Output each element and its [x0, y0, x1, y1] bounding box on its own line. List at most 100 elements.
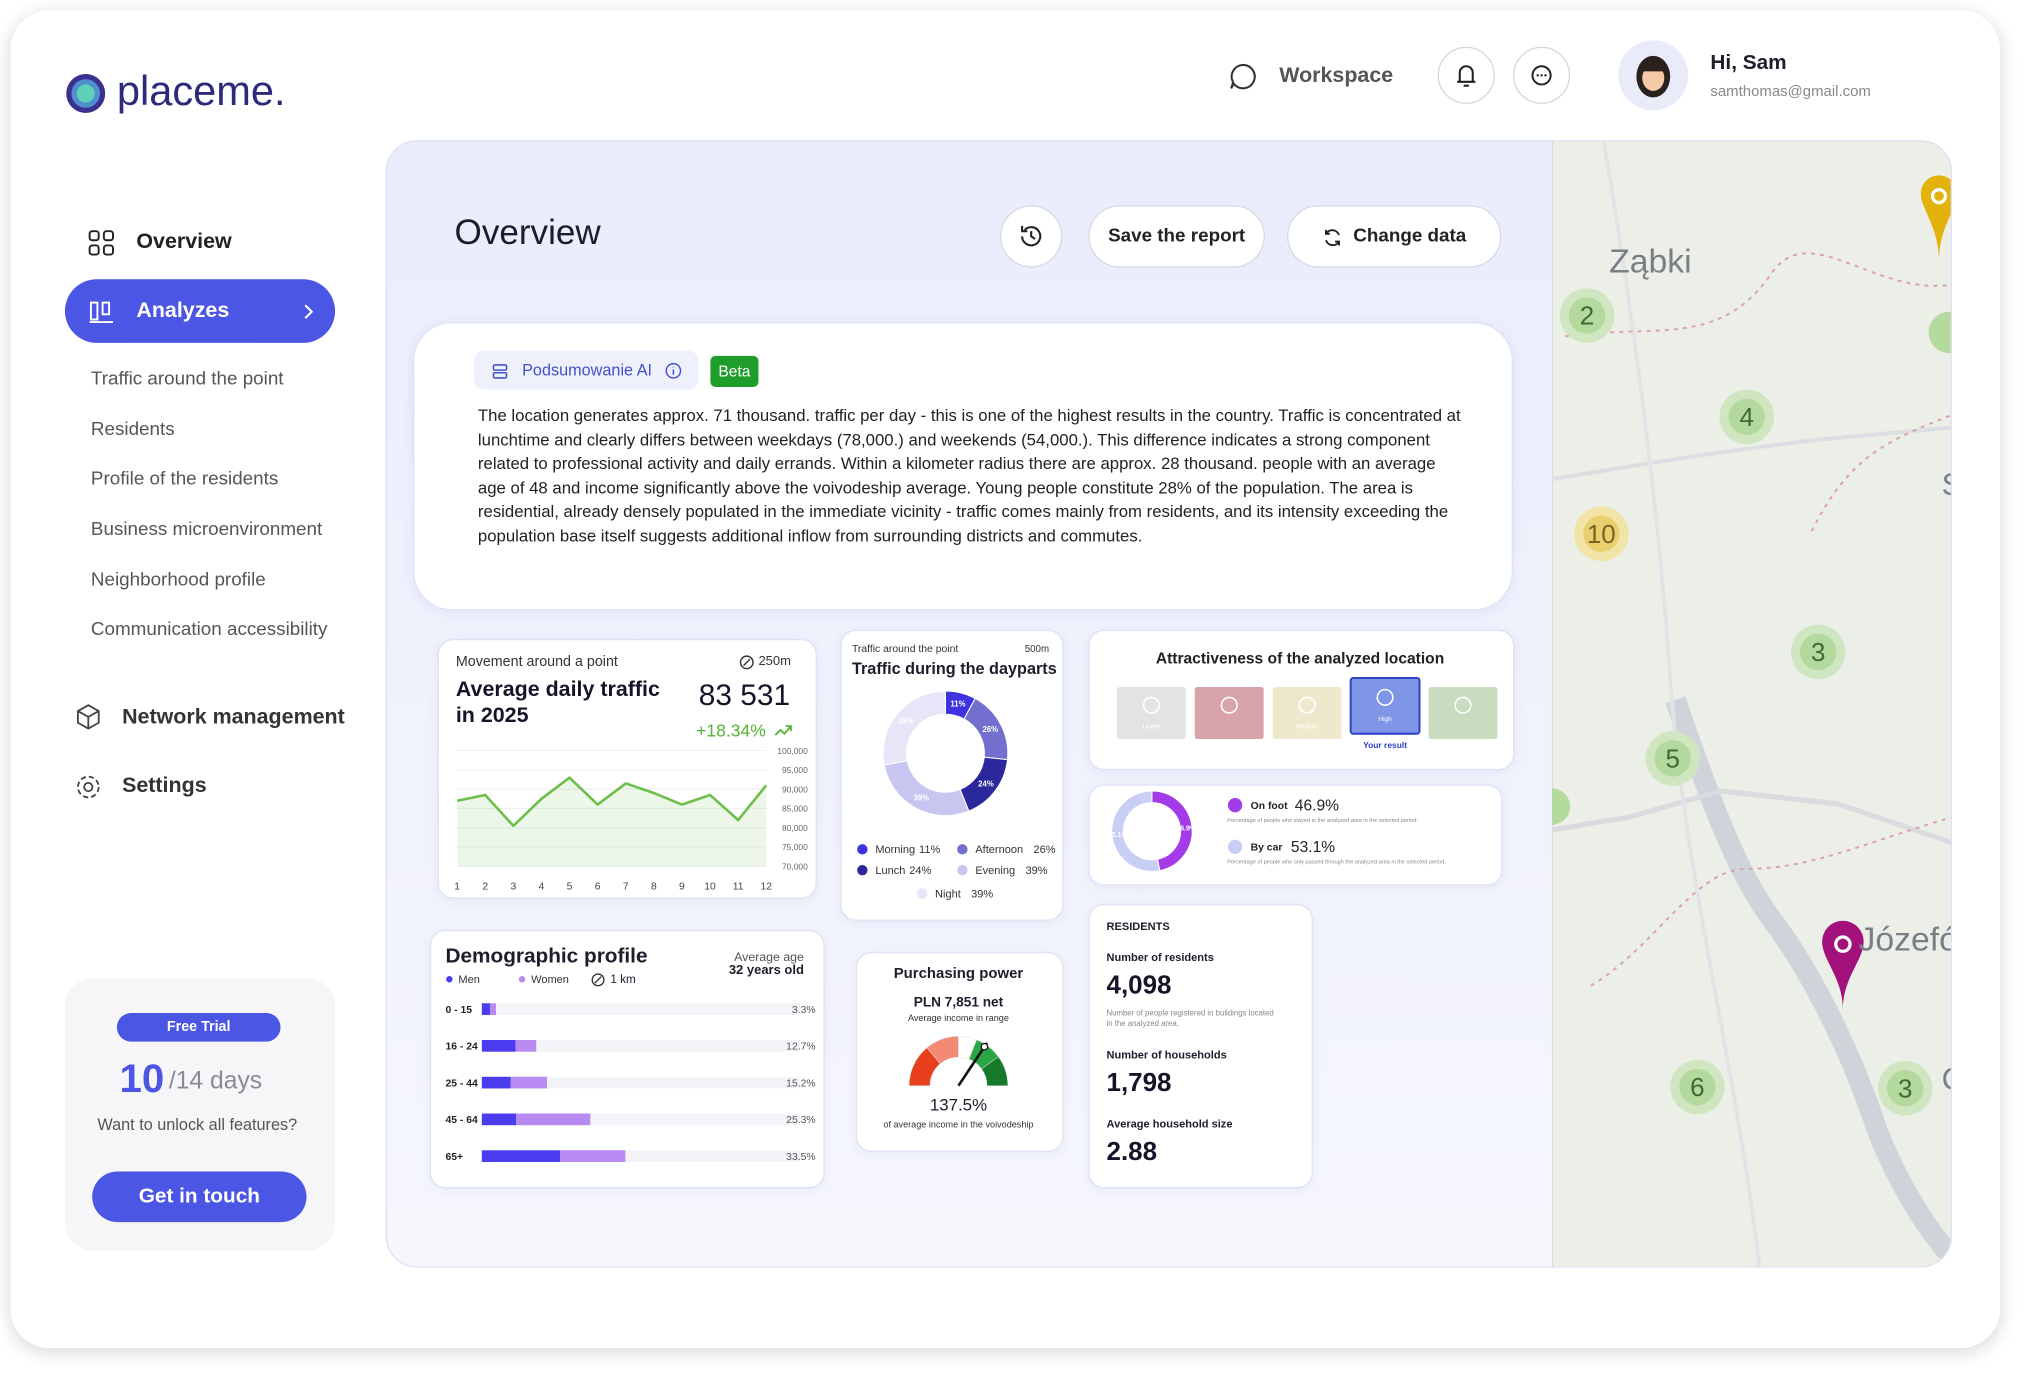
cluster-label: 5 [1666, 744, 1680, 774]
cluster [1654, 740, 1691, 777]
residents-label: Number of residents [1106, 950, 1214, 964]
messages-button[interactable] [1513, 46, 1571, 104]
avatar[interactable] [1618, 40, 1689, 111]
river [1665, 696, 1951, 1266]
nav-sub-item[interactable]: Communication accessibility [90, 619, 328, 641]
traffic-value: 83 531 [698, 677, 791, 712]
pin-dot [1834, 935, 1852, 953]
ai-tab[interactable] [474, 350, 699, 390]
average-age-label: Average age [734, 950, 804, 965]
cluster [1679, 1068, 1716, 1106]
map-pin[interactable] [1822, 920, 1864, 1010]
cluster [1887, 1070, 1924, 1107]
place-label: S [1942, 467, 1952, 502]
residents-heading: RESIDENTS [1106, 919, 1170, 933]
place-label: C [1942, 1062, 1952, 1097]
icon-path [1456, 64, 1475, 87]
get-in-touch-button[interactable]: Get in touch [92, 1171, 307, 1223]
avatar-fringe [1641, 63, 1665, 72]
traffic-subtitle: Movement around a point [455, 654, 618, 671]
nav-sub-item[interactable]: Traffic around the point [90, 368, 284, 390]
residents-note: Number of people registered in buildings… [1106, 1010, 1274, 1029]
map-cluster-edge [1551, 788, 1571, 825]
greeting: Hi, Sam [1710, 51, 1787, 75]
trend-icon [774, 725, 792, 736]
road [1551, 425, 1951, 482]
place-label: Ząbki [1609, 243, 1692, 281]
nav-analyzes-label: Analyzes [136, 298, 230, 323]
purchasing-sub: Average income in range [907, 1014, 1009, 1024]
network-icon [77, 704, 100, 730]
history-icon [1021, 225, 1042, 247]
ai-icon [492, 364, 508, 379]
traffic-change: +18.34% [696, 720, 766, 741]
cluster-label: 6 [1690, 1072, 1704, 1102]
trial-question: Want to unlock all features? [97, 1115, 298, 1134]
nav-sub-item[interactable]: Profile of the residents [90, 468, 279, 490]
radius-icon [591, 973, 605, 987]
ai-summary-text: The location generates approx. 71 thousa… [477, 405, 1461, 546]
icon-dot [1539, 73, 1543, 76]
nav-network[interactable]: Network management [122, 705, 345, 729]
demographic-card [429, 929, 825, 1189]
boundary [1810, 414, 1951, 532]
nav-overview[interactable]: Overview [136, 229, 232, 254]
cluster [1568, 297, 1606, 334]
demographic-radius: 1 km [610, 972, 636, 986]
icon-dot [1535, 73, 1539, 76]
workspace-link[interactable]: Workspace [1279, 63, 1394, 88]
cluster-label: 2 [1580, 301, 1594, 331]
attractiveness-title: Attractiveness of the analyzed location [1155, 649, 1445, 668]
map-pin[interactable] [1920, 175, 1952, 262]
settings-icon [77, 775, 100, 799]
boundary [1564, 252, 1951, 338]
chat-icon [1530, 64, 1551, 85]
nav-analyzes[interactable]: Analyzes [64, 279, 336, 343]
cluster-label: 3 [1898, 1073, 1912, 1103]
trial-days: 10 [119, 1055, 165, 1102]
cluster [1583, 515, 1620, 552]
pin-dot [1930, 187, 1948, 205]
logo-mark [66, 74, 106, 113]
traffic-radius: 250m [758, 654, 791, 669]
change-data-button[interactable]: Change data [1287, 205, 1502, 268]
notifications-button[interactable] [1437, 46, 1495, 104]
households-value: 1,798 [1106, 1068, 1172, 1098]
demographic-title: Demographic profile [445, 945, 648, 968]
icon-path [1230, 63, 1256, 90]
purchasing-note: of average income in the voivodeship [883, 1120, 1034, 1130]
place-label: Józefó [1858, 921, 1952, 959]
save-report-button[interactable]: Save the report [1088, 205, 1265, 268]
trial-badge: Free Trial [116, 1013, 281, 1042]
beta-badge: Beta [710, 355, 759, 388]
logo-text: placeme. [116, 67, 286, 115]
chevron-icon [304, 304, 314, 319]
dayparts-subtitle: Traffic around the point [851, 642, 959, 655]
household-size-value: 2.88 [1106, 1137, 1158, 1167]
road [1551, 788, 1951, 845]
nav-sub-item[interactable]: Business microenvironment [90, 519, 323, 541]
overview-icon [88, 230, 114, 256]
dayparts-radius: 500m [1024, 642, 1050, 655]
logo-ring [76, 84, 95, 103]
household-size-label: Average household size [1106, 1116, 1233, 1130]
workspace-icon [1230, 63, 1256, 90]
map: 2 4 10 3 5 6 3 Ząbki Józefó S C [1551, 141, 1952, 1267]
purchasing-value: 137.5% [929, 1094, 988, 1115]
history-button[interactable] [1000, 205, 1063, 268]
radius-icon [739, 655, 754, 670]
residents-card [1088, 903, 1314, 1189]
cluster [1728, 398, 1765, 436]
dayparts-title: Traffic during the dayparts [851, 659, 1057, 678]
purchasing-amount: PLN 7,851 net [913, 994, 1004, 1011]
cluster-label: 3 [1811, 637, 1825, 667]
cluster [1800, 633, 1837, 671]
nav-sub-item[interactable]: Neighborhood profile [90, 570, 266, 591]
road [1601, 141, 1762, 1267]
average-age-value: 32 years old [728, 963, 804, 978]
nav-settings[interactable]: Settings [122, 774, 207, 798]
user-email: samthomas@gmail.com [1710, 84, 1871, 101]
nav-sub-item[interactable]: Residents [90, 419, 175, 441]
